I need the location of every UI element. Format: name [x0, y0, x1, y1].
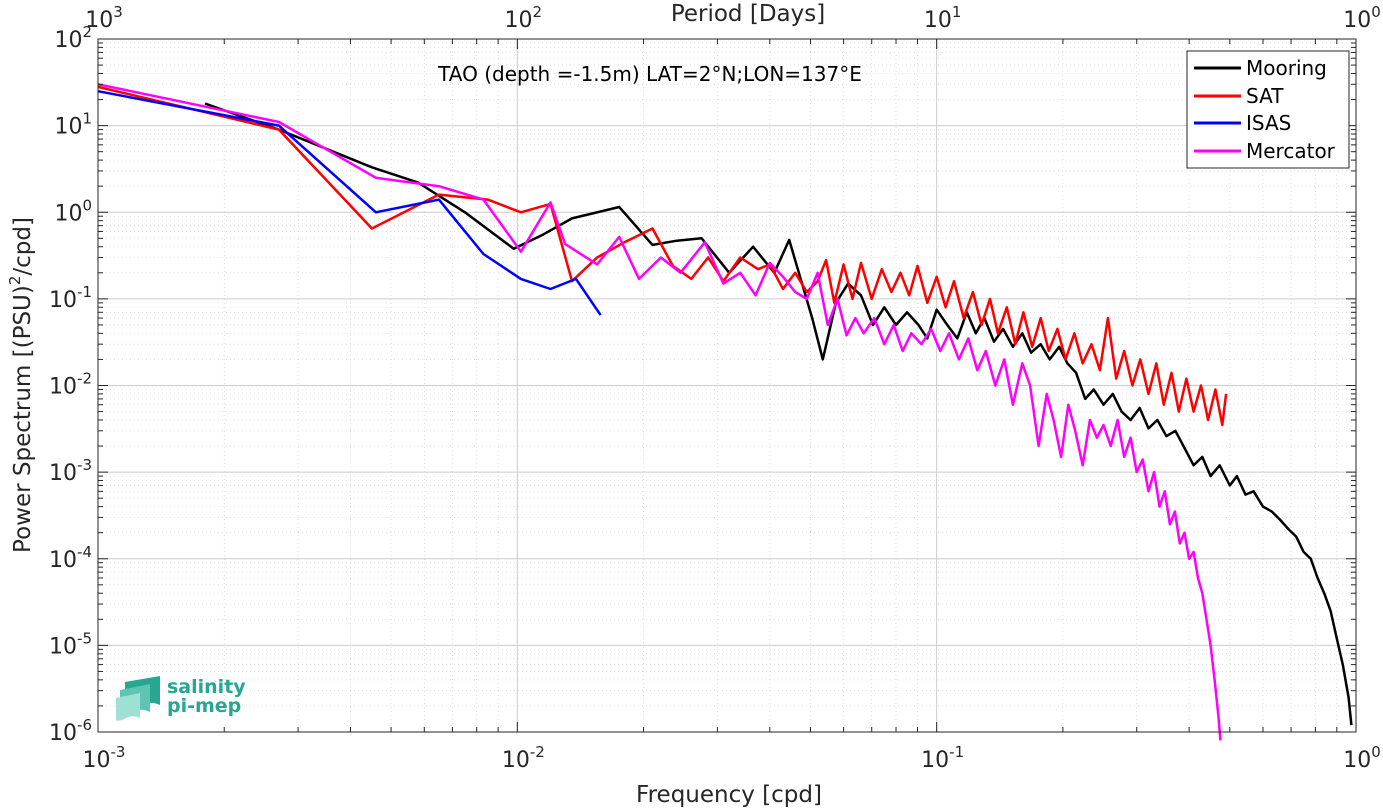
y-tick-label: 10-4: [49, 543, 92, 573]
legend-label-isas: ISAS: [1246, 111, 1291, 135]
x-tick-label-exponent: -2: [530, 743, 545, 761]
y-tick-label-base: 10: [54, 28, 82, 53]
y-tick-label-base: 10: [49, 634, 77, 659]
series-line-sat: [97, 85, 1228, 427]
top-tick-label-base: 10: [1343, 8, 1371, 33]
y-tick-label-base: 10: [49, 461, 77, 486]
x-tick-label: 10-3: [83, 743, 126, 773]
y-tick-label-base: 10: [49, 548, 77, 573]
y-tick-label: 10-6: [49, 716, 92, 746]
top-tick-label-exponent: 0: [1371, 3, 1381, 21]
y-tick-label-exponent: -6: [77, 716, 92, 734]
x-tick-label-base: 10: [83, 748, 111, 773]
chart-title: TAO (depth =-1.5m) LAT=2°N;LON=137°E: [437, 62, 862, 86]
y-tick-label-exponent: -1: [77, 283, 92, 301]
y-tick-label: 10-5: [49, 629, 92, 659]
x-tick-label-exponent: -1: [949, 743, 964, 761]
x-tick-label-exponent: -3: [111, 743, 126, 761]
y-tick-label-exponent: -5: [77, 629, 92, 647]
y-tick-label-base: 10: [54, 201, 82, 226]
top-axis-label: Period [Days]: [671, 1, 825, 27]
legend-box: [1186, 50, 1350, 169]
y-tick-label: 101: [54, 110, 92, 140]
x-tick-label-exponent: 0: [1371, 743, 1381, 761]
x-tick-label-base: 10: [1343, 748, 1371, 773]
y-tick-label: 10-3: [49, 456, 92, 486]
y-axis-label-main: Power Spectrum [(PSU): [10, 285, 36, 553]
series-line-mercator: [97, 83, 1222, 741]
logo-text-salinity: salinity: [167, 676, 246, 698]
legend-label-mooring: Mooring: [1246, 56, 1327, 80]
y-tick-label: 102: [54, 23, 92, 53]
y-tick-label-base: 10: [49, 375, 77, 400]
y-tick-label-exponent: -3: [77, 456, 92, 474]
logo-text-pi-mep: pi-mep: [167, 695, 241, 717]
top-tick-label: 103: [85, 3, 123, 33]
top-tick-label-exponent: 3: [113, 3, 123, 21]
top-tick-label-base: 10: [924, 8, 952, 33]
y-tick-label-exponent: -2: [77, 370, 92, 388]
series-line-isas: [97, 89, 602, 316]
salinity-pi-mep-logo: salinity pi-mep: [116, 676, 246, 721]
axis-ticks: [97, 38, 1357, 733]
y-axis-label: Power Spectrum [(PSU)2/cpd]: [6, 217, 36, 553]
y-tick-label-base: 10: [54, 115, 82, 140]
top-tick-label: 100: [1343, 3, 1381, 33]
legend: Mooring SAT ISAS Mercator: [1186, 50, 1350, 169]
x-tick-label-base: 10: [502, 748, 530, 773]
top-tick-label-base: 10: [505, 8, 533, 33]
y-tick-label: 10-1: [49, 283, 92, 313]
y-tick-label-base: 10: [49, 288, 77, 313]
y-tick-label-exponent: 0: [82, 196, 92, 214]
top-tick-label: 101: [924, 3, 962, 33]
top-tick-label-base: 10: [85, 8, 113, 33]
x-tick-label: 100: [1343, 743, 1381, 773]
x-axis-label: Frequency [cpd]: [636, 782, 822, 808]
y-tick-label-exponent: 2: [82, 23, 92, 41]
minor-grid: [98, 39, 1356, 732]
legend-label-sat: SAT: [1246, 84, 1284, 108]
y-tick-label-exponent: -4: [77, 543, 92, 561]
x-tick-label: 10-1: [921, 743, 964, 773]
top-tick-label: 102: [505, 3, 543, 33]
y-tick-label-base: 10: [49, 721, 77, 746]
y-tick-label: 100: [54, 196, 92, 226]
top-tick-label-exponent: 2: [533, 3, 543, 21]
y-tick-label: 10-2: [49, 370, 92, 400]
top-tick-label-exponent: 1: [952, 3, 962, 21]
y-axis-label-unit: /cpd]: [10, 217, 36, 276]
legend-label-mercator: Mercator: [1246, 139, 1336, 163]
series-group: [97, 83, 1353, 741]
y-axis-label-exponent: 2: [6, 276, 24, 286]
logo-wave-front-shape: [116, 693, 140, 721]
y-tick-label-exponent: 1: [82, 110, 92, 128]
x-tick-label: 10-2: [502, 743, 545, 773]
x-tick-label-base: 10: [921, 748, 949, 773]
series-line-mooring: [204, 102, 1353, 726]
